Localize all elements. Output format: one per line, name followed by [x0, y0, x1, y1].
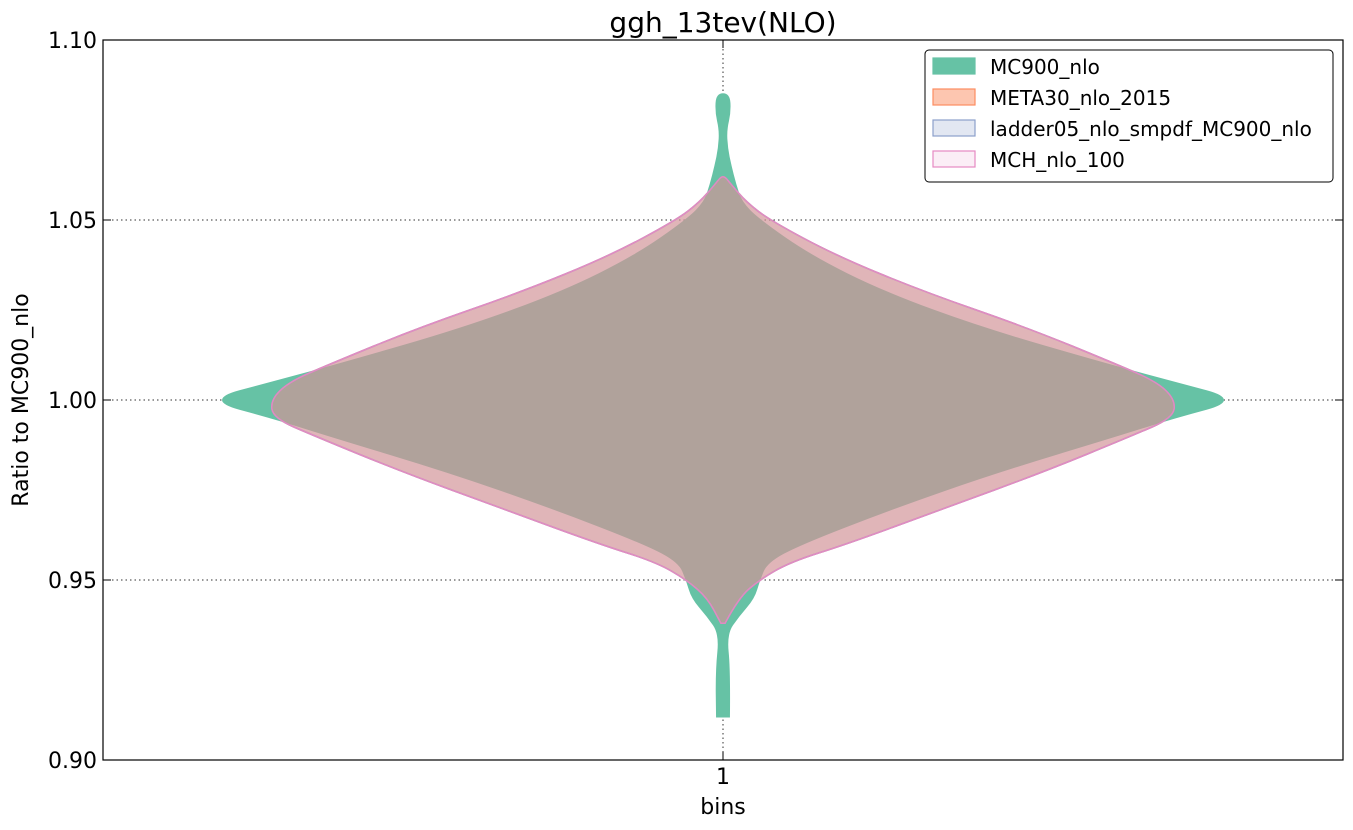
legend-label: MCH_nlo_100: [990, 148, 1125, 172]
y-tick-label: 1.05: [48, 209, 97, 234]
violins: [222, 93, 1224, 718]
legend-label: META30_nlo_2015: [990, 86, 1171, 110]
legend-label: ladder05_nlo_smpdf_MC900_nlo: [990, 117, 1312, 141]
y-tick-label: 1.10: [48, 29, 97, 54]
legend-swatch: [932, 150, 976, 168]
x-tick-label: 1: [716, 765, 730, 790]
y-axis-label: Ratio to MC900_nlo: [9, 293, 34, 506]
legend-swatch: [932, 119, 976, 137]
chart-title: ggh_13tev(NLO): [609, 6, 836, 39]
y-tick-label: 0.95: [48, 569, 97, 594]
legend-swatch: [932, 57, 976, 75]
y-tick-label: 0.90: [48, 749, 97, 774]
legend-swatch: [932, 88, 976, 106]
axis-ticks: 0.90 0.95 1.00 1.05 1.10 1: [48, 29, 1343, 790]
violin-mch-nlo-100: [270, 176, 1176, 624]
legend-box: [924, 49, 1334, 183]
legend: MC900_nlo META30_nlo_2015 ladder05_nlo_smp…: [924, 49, 1334, 183]
x-axis-label: bins: [700, 795, 745, 820]
legend-label: MC900_nlo: [990, 55, 1100, 79]
y-tick-label: 1.00: [48, 389, 97, 414]
